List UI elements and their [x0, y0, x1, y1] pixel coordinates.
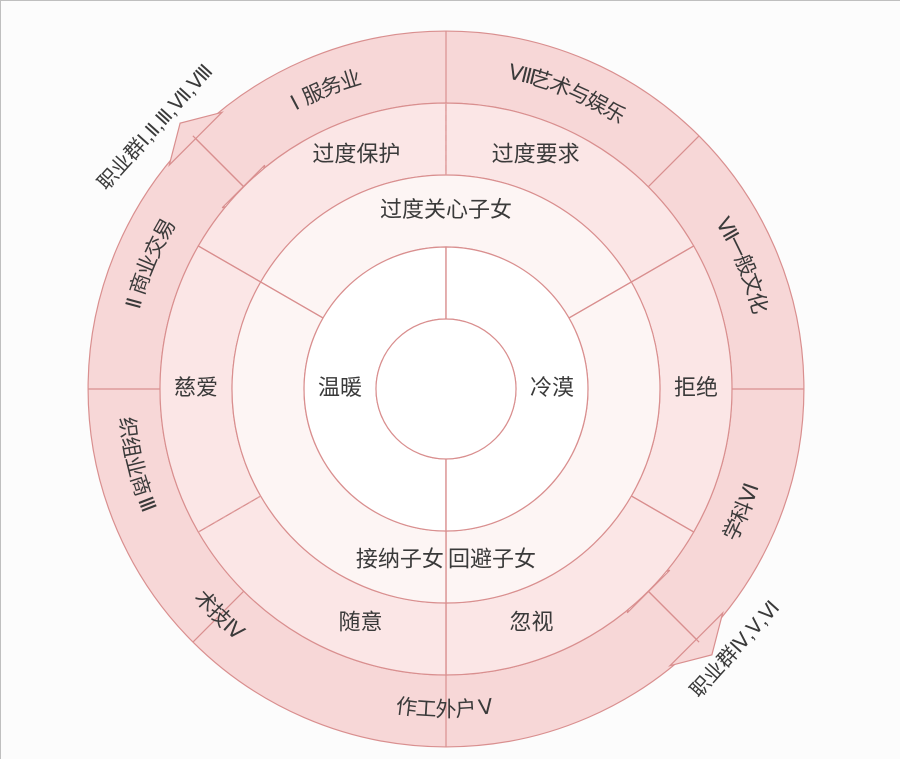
- ring3-tl: 过度保护: [312, 141, 400, 166]
- diagram-container: 温暖冷漠过度关心子女接纳子女回避子女过度保护过度要求慈爱拒绝随意忽视Ⅰ服务业Ⅷ艺…: [0, 0, 900, 759]
- ring1-left: 温暖: [318, 375, 362, 400]
- ring3-right: 拒绝: [674, 375, 718, 400]
- ring4-seg7: 织: [115, 416, 140, 440]
- ring2-top: 过度关心子女: [380, 197, 512, 222]
- ring3-left: 慈爱: [174, 375, 218, 400]
- ring4-seg5: 外: [436, 699, 457, 722]
- ring3-bl: 随意: [338, 610, 382, 635]
- radial-diagram: 温暖冷漠过度关心子女接纳子女回避子女过度保护过度要求慈爱拒绝随意忽视Ⅰ服务业Ⅷ艺…: [1, 1, 900, 759]
- ring1-right: 冷漠: [530, 375, 574, 400]
- ring3-tr: 过度要求: [492, 141, 580, 166]
- center: [376, 319, 516, 459]
- ring3-br: 忽视: [509, 610, 553, 635]
- ring2-bl: 接纳子女: [356, 547, 444, 572]
- ring4-seg5: 户: [455, 697, 477, 721]
- ring4-seg5: 作: [394, 695, 418, 720]
- ring2-br: 回避子女: [448, 547, 536, 572]
- ring4-seg5: 工: [415, 697, 437, 721]
